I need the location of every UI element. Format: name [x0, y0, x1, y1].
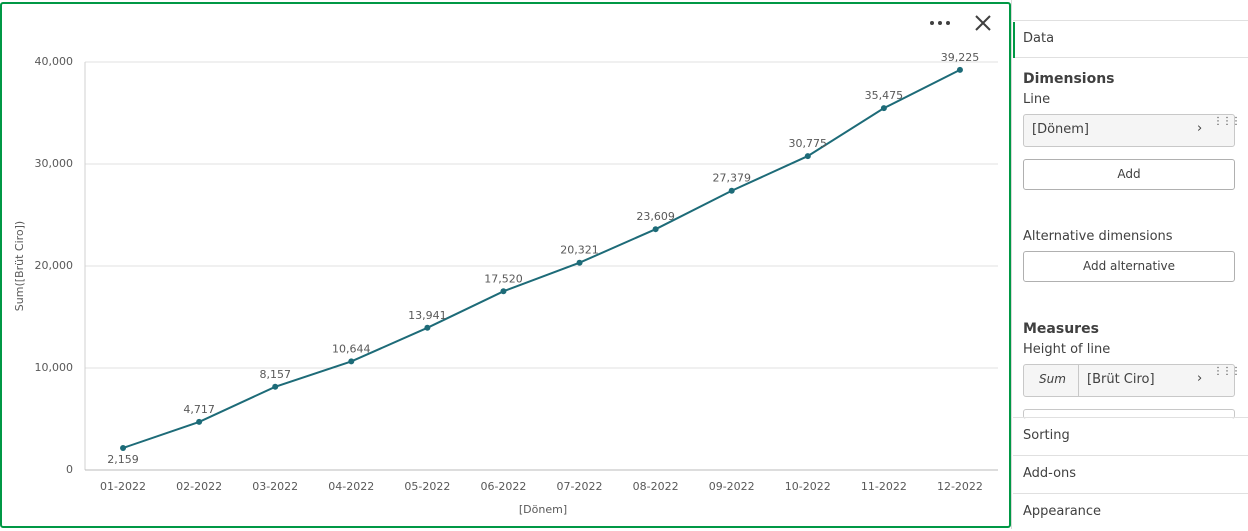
x-tick-label: 02-2022: [176, 480, 222, 493]
measure-field: [Brüt Ciro]: [1087, 372, 1155, 387]
tab-data[interactable]: Data: [1023, 31, 1055, 46]
section-subtitle: Alternative dimensions: [1023, 229, 1173, 244]
dimension-item[interactable]: [1023, 114, 1235, 147]
add-button[interactable]: Add: [1023, 159, 1235, 190]
section-title: Measures: [1023, 321, 1099, 337]
more-menu[interactable]: [930, 21, 950, 25]
data-label: 23,609: [636, 210, 675, 223]
line-series: [122, 69, 961, 449]
data-point: [196, 418, 203, 425]
y-tick-label: 20,000: [35, 259, 74, 272]
data-label: 10,644: [332, 342, 371, 355]
x-tick-label: 04-2022: [328, 480, 374, 493]
measure-aggregation: Sum: [1039, 372, 1066, 386]
dimension-field: [Dönem]: [1032, 122, 1090, 137]
section-title: Dimensions: [1023, 71, 1115, 87]
x-tick-label: 05-2022: [404, 480, 450, 493]
chart-frame: [0, 2, 1011, 528]
panel-section[interactable]: Add-ons: [1013, 455, 1248, 493]
add-alternative-button[interactable]: Add alternative: [1023, 251, 1235, 282]
divider: [1078, 364, 1079, 397]
chevron: ›: [1197, 121, 1203, 136]
x-tick-label: 09-2022: [709, 480, 755, 493]
x-axis-title: [Dönem]: [519, 503, 567, 516]
data-label: 8,157: [259, 368, 291, 381]
section-subtitle: Line: [1023, 92, 1051, 107]
data-label: 20,321: [560, 244, 599, 257]
x-tick-label: 10-2022: [785, 480, 831, 493]
section-subtitle: Height of line: [1023, 342, 1111, 357]
data-point: [576, 259, 583, 266]
properties-panel: [1011, 0, 1248, 529]
data-point: [500, 288, 507, 295]
panel-section[interactable]: Appearance: [1013, 493, 1248, 531]
chart: [Dönem] Sum([Brüt Ciro]) 0 10,000 20,000 30…: [0, 2, 1011, 528]
data-point: [120, 444, 127, 451]
data-point: [272, 383, 279, 390]
data-label: 35,475: [865, 89, 904, 102]
data-label: 13,941: [408, 309, 447, 322]
y-tick-label: 0: [66, 463, 73, 476]
x-tick-label: 08-2022: [633, 480, 679, 493]
tab-row: [1013, 20, 1248, 58]
data-point: [348, 358, 355, 365]
y-tick-label: 10,000: [35, 361, 74, 374]
y-axis-title: Sum([Brüt Ciro]): [13, 221, 26, 311]
drag-handle: ⋮⋮⋮: [1213, 366, 1241, 377]
data-label: 17,520: [484, 272, 523, 285]
measure-item[interactable]: [1023, 364, 1235, 397]
data-label: 4,717: [183, 403, 215, 416]
data-point: [728, 187, 735, 194]
data-point: [424, 324, 431, 331]
data-point: [956, 66, 963, 73]
y-tick-label: 40,000: [35, 55, 74, 68]
data-label: 39,225: [941, 51, 980, 64]
data-point: [880, 105, 887, 112]
x-tick-label: 03-2022: [252, 480, 298, 493]
y-tick-label: 30,000: [35, 157, 74, 170]
x-tick-label: 01-2022: [100, 480, 146, 493]
data-label: 30,775: [789, 137, 828, 150]
x-tick-label: 07-2022: [557, 480, 603, 493]
hidden-button: [1023, 409, 1235, 419]
data-label: 2,159: [107, 453, 139, 466]
close-button[interactable]: [975, 15, 991, 31]
chevron: ›: [1197, 371, 1203, 386]
x-tick-label: 06-2022: [480, 480, 526, 493]
x-tick-label: 11-2022: [861, 480, 907, 493]
drag-handle: ⋮⋮⋮: [1213, 116, 1241, 127]
x-tick-label: 12-2022: [937, 480, 983, 493]
tab-indicator: [1013, 22, 1015, 58]
data-point: [804, 153, 811, 160]
panel-section[interactable]: Sorting: [1013, 417, 1248, 455]
data-label: 27,379: [712, 172, 751, 185]
data-point: [652, 226, 659, 233]
